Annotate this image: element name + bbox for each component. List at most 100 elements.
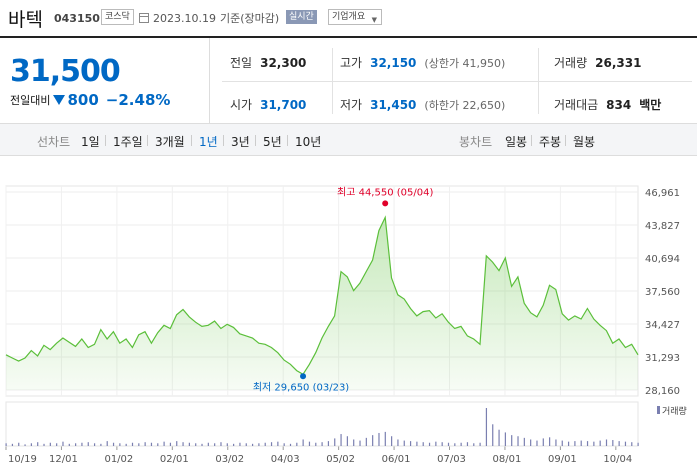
x-tick-label: 09/01 <box>548 454 577 465</box>
volume-bar <box>226 443 228 446</box>
low-marker <box>300 373 307 380</box>
volume-bar <box>302 439 304 446</box>
volume-bar <box>289 443 292 446</box>
volume-bar <box>542 438 544 446</box>
x-tick-label: 03/02 <box>215 454 244 465</box>
low-price: 저가 31,450 (하한가 22,650) <box>340 98 506 112</box>
volume-bar <box>150 442 153 446</box>
market-badge: 코스닥 <box>101 9 134 25</box>
volume-bar <box>523 437 525 446</box>
volume-bar <box>169 442 172 446</box>
volume-bar <box>492 424 494 446</box>
tab-3y[interactable]: 3년 <box>231 135 250 149</box>
volume-bar <box>277 441 279 446</box>
volume-bar <box>270 442 273 446</box>
volume-bar <box>93 443 96 446</box>
down-triangle-icon <box>53 95 66 105</box>
volume-bar <box>144 442 146 446</box>
calendar-icon <box>139 13 149 23</box>
volume-bar <box>49 442 51 446</box>
volume-bar <box>416 441 418 446</box>
volume-bar <box>131 442 134 446</box>
volume-bar <box>441 442 443 446</box>
volume-bar <box>195 443 197 446</box>
x-tick-label: 10/04 <box>603 454 632 465</box>
volume-bar <box>251 443 254 446</box>
company-overview-dropdown[interactable]: 기업개요 ▼ <box>328 9 382 25</box>
volume-bar <box>435 441 437 446</box>
volume-bar <box>359 440 361 446</box>
volume-bar <box>5 443 7 446</box>
tab-3m[interactable]: 3개월 <box>155 135 185 149</box>
x-tick-label: 06/01 <box>382 454 411 465</box>
tab-5y[interactable]: 5년 <box>263 135 282 149</box>
volume-bar <box>365 437 367 446</box>
volume-bar <box>340 434 342 446</box>
volume-bar <box>214 443 216 446</box>
x-tick-label: 10/19 <box>8 454 37 465</box>
trade-amount: 거래대금 834 백만 <box>554 98 662 112</box>
tab-monthly[interactable]: 월봉 <box>573 135 596 149</box>
volume-bar <box>81 442 83 446</box>
date-info: 2023.10.19 기준(장마감) <box>139 10 279 26</box>
volume-bar <box>182 442 184 446</box>
volume-bar <box>384 431 386 446</box>
tab-weekly[interactable]: 주봉 <box>539 135 562 149</box>
volume-bar <box>11 443 14 446</box>
tab-10y[interactable]: 10년 <box>295 135 322 149</box>
volume-bar <box>372 435 374 446</box>
tab-1y[interactable]: 1년 <box>199 135 218 149</box>
volume-bar <box>188 442 190 446</box>
y-tick-label: 37,560 <box>645 287 680 298</box>
volume-bar <box>56 443 58 446</box>
volume-bar <box>138 443 140 446</box>
realtime-button[interactable]: 실시간 <box>286 10 317 24</box>
open-price: 시가 31,700 <box>230 98 307 112</box>
volume-bar <box>308 441 311 446</box>
tab-daily[interactable]: 일봉 <box>505 135 528 149</box>
volume-bar <box>296 442 298 446</box>
volume-bar <box>599 440 601 446</box>
volume-bar <box>403 440 405 446</box>
volume-bar <box>75 443 77 446</box>
volume-bar <box>479 442 481 446</box>
volume-bar <box>264 442 266 446</box>
volume-bar <box>567 441 570 446</box>
volume-bar <box>106 441 108 446</box>
volume-bar <box>466 442 469 446</box>
volume-bar <box>353 439 355 446</box>
volume-bar <box>517 436 519 446</box>
price-detail-grid: 전일 32,300 고가 32,150 (상한가 41,950) 거래량 26,331 … <box>212 38 697 124</box>
tab-1w[interactable]: 1주일 <box>113 135 143 149</box>
x-tick-label: 12/01 <box>49 454 78 465</box>
volume-bar <box>163 441 165 446</box>
tab-1d[interactable]: 1일 <box>81 135 100 149</box>
volume-bar <box>283 443 285 446</box>
chart-tabs: 선차트 1일 1주일 3개월 1년 3년 5년 10년 봉차트 일봉 주봉 월봉 <box>0 124 697 156</box>
volume-bar <box>561 440 563 446</box>
volume-bar <box>157 443 159 446</box>
stock-code: 043150 <box>54 12 100 25</box>
volume-bar <box>580 440 582 446</box>
volume-bar <box>631 442 633 446</box>
x-tick-label: 02/01 <box>160 454 189 465</box>
volume-bar <box>549 437 551 446</box>
volume-bar <box>346 436 348 446</box>
low-label: 최저 29,650 (03/23) <box>253 381 349 393</box>
volume-bar <box>87 442 89 446</box>
change-value: 800 <box>67 91 99 109</box>
x-tick-label: 05/02 <box>326 454 355 465</box>
volume-bar <box>504 432 506 446</box>
volume-bar <box>239 442 241 446</box>
line-chart-label: 선차트 <box>37 135 71 149</box>
volume-legend-swatch <box>657 406 660 414</box>
volume-bar <box>258 443 260 446</box>
volume-bar <box>485 408 488 446</box>
volume-bar <box>473 443 475 446</box>
volume-bar <box>428 442 431 446</box>
volume-bar <box>511 435 513 446</box>
high-label: 최고 44,550 (05/04) <box>337 186 433 198</box>
volume-bar <box>321 442 323 446</box>
volume-bar <box>593 441 595 446</box>
y-tick-label: 34,427 <box>645 320 680 331</box>
